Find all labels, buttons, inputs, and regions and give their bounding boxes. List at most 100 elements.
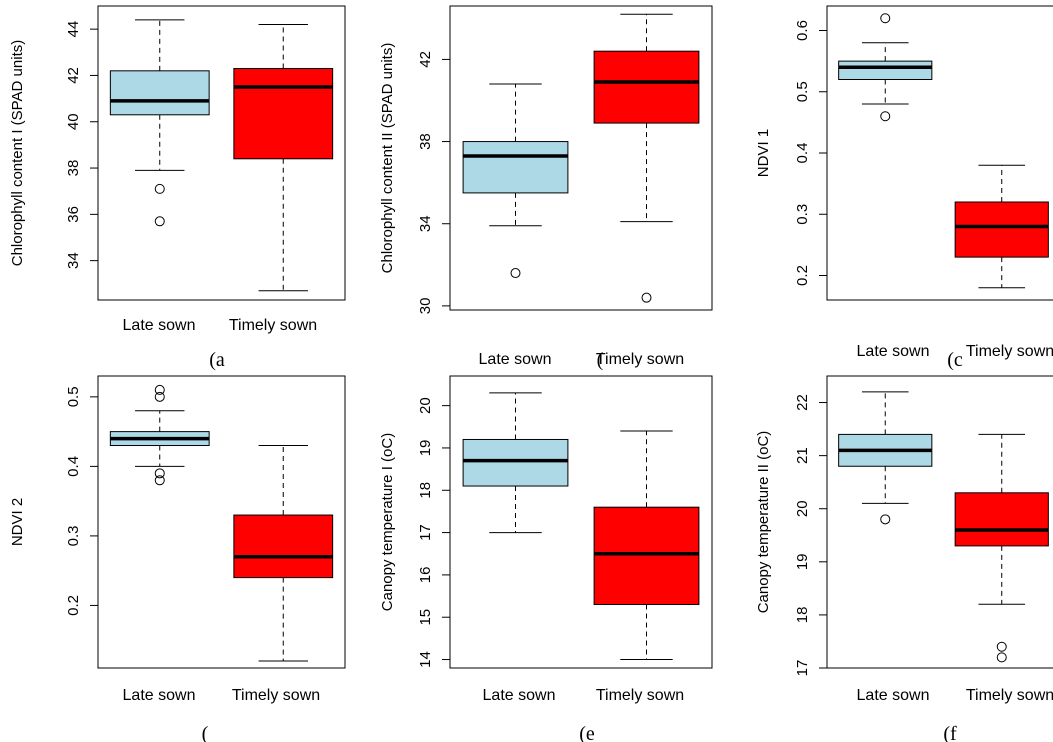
chart-panel-4: 0.2 0.3 0.4 0.5 NDVI 2 Late sown Timely sown ( bbox=[9, 375, 346, 742]
y-tick-label: 17 bbox=[417, 524, 434, 541]
y-tick-label: 14 bbox=[417, 651, 434, 668]
box-late-sown bbox=[462, 392, 569, 534]
outlier-point bbox=[154, 391, 165, 402]
panel-label: (c bbox=[947, 349, 963, 371]
iqr-box bbox=[109, 70, 210, 116]
outlier-point bbox=[510, 268, 521, 279]
iqr-box bbox=[954, 492, 1049, 547]
outlier-point bbox=[880, 514, 891, 525]
x-category-label: Timely sown bbox=[966, 687, 1053, 704]
outlier-point bbox=[154, 468, 165, 479]
chart-panel-5: 14 15 16 17 18 19 20 Canopy temperature I (oC) L… bbox=[379, 375, 713, 742]
panel-label: (e bbox=[579, 723, 595, 742]
y-tick-label: 42 bbox=[417, 51, 434, 68]
y-axis-label: Canopy temperature II (oC) bbox=[755, 431, 772, 614]
iqr-box bbox=[954, 201, 1049, 258]
y-axis-label: Canopy temperature I (oC) bbox=[379, 433, 396, 611]
y-axis-label: NDVI 1 bbox=[755, 129, 772, 177]
chart-panel-6: 17 18 19 20 21 22 Canopy temperature II (oC) La… bbox=[755, 375, 1053, 742]
y-tick-label: 21 bbox=[794, 447, 811, 464]
y-tick-label: 38 bbox=[417, 133, 434, 150]
box-late-sown bbox=[838, 13, 933, 122]
y-tick-label: 16 bbox=[417, 567, 434, 584]
box-timely-sown bbox=[233, 445, 334, 662]
y-tick-label: 20 bbox=[417, 397, 434, 414]
box-late-sown bbox=[109, 19, 210, 227]
plot-frame bbox=[97, 5, 346, 301]
y-tick-label: 15 bbox=[417, 609, 434, 626]
chart-panel-1: 34 36 38 40 42 44 Chlorophyll content I (SPAD … bbox=[9, 5, 346, 371]
x-category-label: Late sown bbox=[857, 687, 930, 704]
y-tick-label: 19 bbox=[417, 440, 434, 457]
box-timely-sown bbox=[954, 433, 1049, 663]
iqr-box bbox=[593, 50, 700, 124]
x-category-label: Timely sown bbox=[232, 687, 320, 704]
y-tick-label: 17 bbox=[794, 660, 811, 677]
y-axis-label: Chlorophyll content II (SPAD units) bbox=[379, 43, 396, 274]
x-category-label: Late sown bbox=[479, 351, 552, 368]
outlier-point bbox=[154, 183, 165, 194]
y-tick-label: 18 bbox=[794, 607, 811, 624]
y-tick-label: 0.2 bbox=[65, 595, 82, 616]
iqr-box bbox=[462, 438, 569, 487]
y-tick-label: 19 bbox=[794, 553, 811, 570]
y-tick-label: 0.4 bbox=[65, 456, 82, 477]
outlier-point bbox=[996, 641, 1007, 652]
x-category-label: Timely sown bbox=[229, 317, 317, 334]
y-tick-label: 42 bbox=[65, 67, 82, 84]
box-late-sown bbox=[838, 391, 933, 525]
y-tick-label: 18 bbox=[417, 482, 434, 499]
chart-panel-3: 0.2 0.3 0.4 0.5 0.6 NDVI 1 Late sown Timely sow… bbox=[755, 5, 1053, 371]
y-tick-label: 0.5 bbox=[794, 81, 811, 102]
chart-panel-2: 30 34 38 42 Chlorophyll content II (SPAD uni… bbox=[379, 5, 713, 371]
box-late-sown bbox=[462, 83, 569, 279]
x-category-label: Timely sown bbox=[966, 343, 1053, 360]
box-timely-sown bbox=[954, 164, 1049, 289]
outlier-point bbox=[154, 384, 165, 395]
panel-label: (a bbox=[209, 349, 225, 371]
y-tick-label: 20 bbox=[794, 500, 811, 517]
iqr-box bbox=[233, 514, 334, 579]
box-late-sown bbox=[109, 384, 210, 486]
panel-label: ( bbox=[597, 349, 604, 371]
plot-frame bbox=[97, 375, 346, 669]
panel-label: (f bbox=[943, 723, 957, 742]
outlier-point bbox=[880, 111, 891, 122]
y-tick-label: 40 bbox=[65, 113, 82, 130]
y-tick-label: 0.2 bbox=[794, 265, 811, 286]
plot-frame bbox=[449, 375, 713, 669]
x-category-label: Late sown bbox=[857, 343, 930, 360]
outlier-point bbox=[880, 13, 891, 24]
y-tick-label: 0.4 bbox=[794, 143, 811, 164]
y-tick-label: 0.3 bbox=[794, 204, 811, 225]
plot-frame bbox=[826, 375, 1053, 669]
y-tick-label: 30 bbox=[417, 298, 434, 315]
iqr-box bbox=[593, 506, 700, 606]
y-tick-label: 0.5 bbox=[65, 386, 82, 407]
outlier-point bbox=[641, 292, 652, 303]
y-axis-label: NDVI 2 bbox=[9, 498, 26, 546]
x-category-label: Late sown bbox=[123, 317, 196, 334]
y-tick-label: 44 bbox=[65, 21, 82, 38]
outlier-point bbox=[154, 216, 165, 227]
iqr-box bbox=[462, 141, 569, 194]
x-category-label: Timely sown bbox=[596, 687, 684, 704]
x-category-label: Late sown bbox=[483, 687, 556, 704]
panel-label: ( bbox=[202, 723, 209, 742]
y-tick-label: 22 bbox=[794, 394, 811, 411]
y-tick-label: 0.6 bbox=[794, 20, 811, 41]
outlier-point bbox=[996, 652, 1007, 663]
outlier-point bbox=[154, 475, 165, 486]
y-tick-label: 36 bbox=[65, 206, 82, 223]
y-tick-label: 34 bbox=[65, 252, 82, 269]
box-timely-sown bbox=[593, 13, 700, 303]
box-timely-sown bbox=[233, 24, 334, 292]
x-category-label: Timely sown bbox=[596, 351, 684, 368]
x-category-label: Late sown bbox=[123, 687, 196, 704]
y-tick-label: 0.3 bbox=[65, 525, 82, 546]
plot-frame bbox=[449, 5, 713, 311]
iqr-box bbox=[838, 60, 933, 80]
y-tick-label: 34 bbox=[417, 215, 434, 232]
y-tick-label: 38 bbox=[65, 160, 82, 177]
